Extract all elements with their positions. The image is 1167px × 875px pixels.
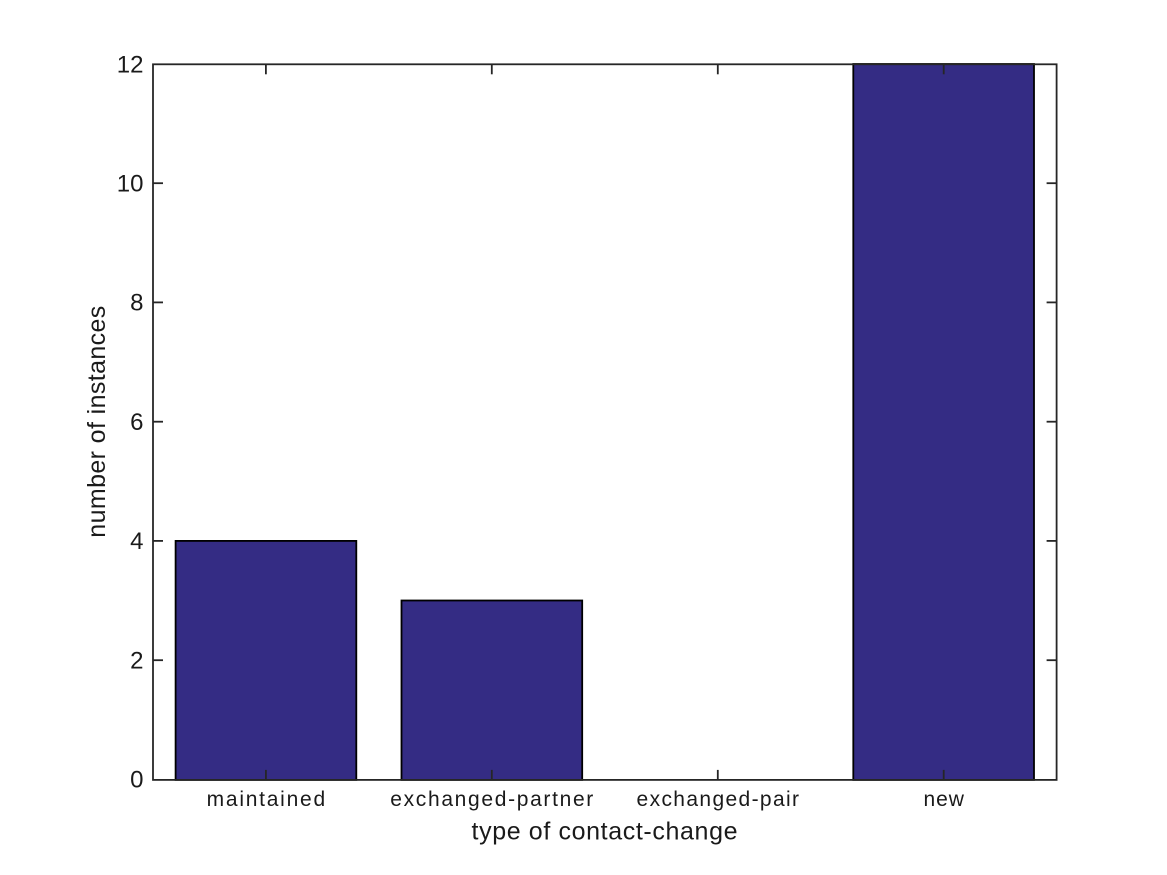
svg-text:new: new <box>923 788 964 811</box>
svg-text:number of instances: number of instances <box>83 306 111 538</box>
svg-text:exchanged-pair: exchanged-pair <box>637 788 800 811</box>
svg-text:12: 12 <box>117 52 144 79</box>
svg-text:2: 2 <box>130 647 143 674</box>
svg-text:6: 6 <box>130 409 143 436</box>
svg-text:type of contact-change: type of contact-change <box>472 818 738 846</box>
svg-text:maintained: maintained <box>207 788 326 811</box>
svg-text:4: 4 <box>130 528 143 555</box>
svg-text:8: 8 <box>130 290 143 317</box>
svg-text:exchanged-partner: exchanged-partner <box>390 788 593 811</box>
svg-text:10: 10 <box>117 170 144 197</box>
svg-text:0: 0 <box>130 767 143 794</box>
